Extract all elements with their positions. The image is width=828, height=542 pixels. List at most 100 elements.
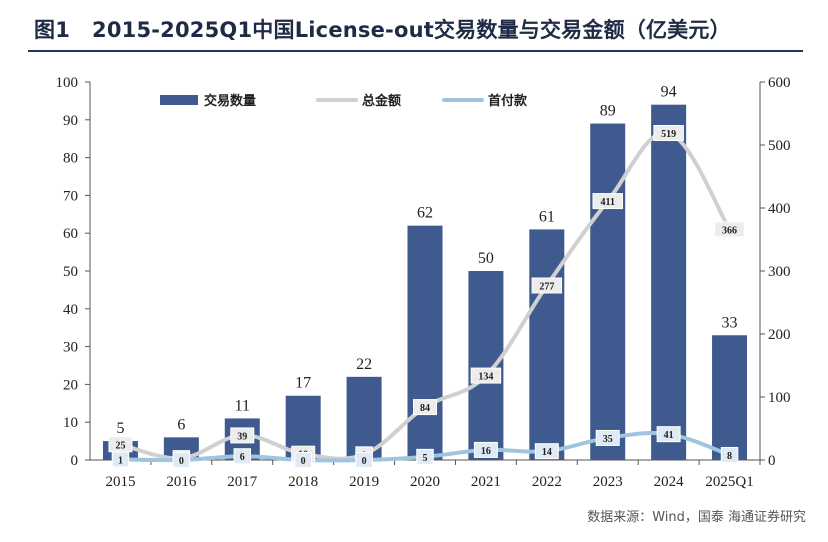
y-right-tick-label: 0 xyxy=(768,453,776,469)
y-right-tick-label: 400 xyxy=(768,201,791,217)
total-amount-value-label: 25 xyxy=(115,440,125,451)
upfront-payment-value-label: 5 xyxy=(423,453,428,464)
upfront-payment-value-label: 14 xyxy=(542,447,552,458)
total-amount-value-label: 84 xyxy=(420,403,430,414)
x-tick-label: 2019 xyxy=(349,474,379,490)
legend-item-trade-count: 交易数量 xyxy=(160,93,256,109)
upfront-payment-label-box xyxy=(595,429,620,446)
bar xyxy=(651,104,687,461)
y-right-tick-label: 500 xyxy=(768,138,791,154)
bar-value-label: 61 xyxy=(539,208,555,225)
bar-value-label: 6 xyxy=(177,416,185,433)
x-tick-label: 2022 xyxy=(532,474,562,490)
bar-value-label: 89 xyxy=(600,103,616,120)
legend-label: 交易数量 xyxy=(204,93,256,109)
legend-swatch xyxy=(160,95,198,105)
total-amount-value-label: 39 xyxy=(237,431,247,442)
legend-label: 总金额 xyxy=(362,93,401,109)
bar-value-label: 94 xyxy=(661,84,677,101)
y-right-tick-label: 100 xyxy=(768,390,791,406)
x-tick-label: 2024 xyxy=(654,474,685,490)
upfront-payment-value-label: 0 xyxy=(179,456,184,467)
y-left-tick-label: 100 xyxy=(56,75,79,91)
bar-value-label: 11 xyxy=(235,397,250,414)
total-amount-value-label: 134 xyxy=(478,372,493,383)
figure-number: 图1 xyxy=(34,18,71,42)
y-left-tick-label: 20 xyxy=(63,377,78,393)
x-tick-label: 2018 xyxy=(288,474,318,490)
x-tick-label: 2016 xyxy=(166,474,197,490)
y-left-tick-label: 60 xyxy=(63,226,78,242)
bar-value-label: 62 xyxy=(417,205,433,222)
bar xyxy=(590,123,626,460)
bar xyxy=(529,229,565,460)
title-divider xyxy=(28,50,803,52)
upfront-payment-label-box xyxy=(534,443,559,460)
x-tick-label: 2017 xyxy=(227,474,258,490)
bar-value-label: 5 xyxy=(116,420,124,437)
y-left-tick-label: 90 xyxy=(63,113,78,129)
y-left-tick-label: 40 xyxy=(63,302,78,318)
x-tick-label: 2015 xyxy=(105,474,135,490)
total-amount-label-box xyxy=(531,277,563,294)
x-tick-label: 2021 xyxy=(471,474,501,490)
bar-series: 5 6 11 17 22 62 50 61 89 94 33 xyxy=(102,84,748,461)
y-left-tick-label: 0 xyxy=(71,453,79,469)
total-amount-label-box xyxy=(230,427,255,444)
chart-axes: 0102030405060708090100010020030040050060… xyxy=(56,75,791,490)
chart-legend: 交易数量 总金额 首付款 xyxy=(160,93,528,109)
x-tick-label: 2023 xyxy=(593,474,623,490)
total-amount-label-box xyxy=(592,193,623,210)
upfront-payment-label-box xyxy=(294,452,312,468)
legend-item-upfront-payment: 首付款 xyxy=(442,93,528,109)
upfront-payment-value-label: 16 xyxy=(481,446,491,457)
upfront-payment-label-box xyxy=(720,446,739,463)
y-right-tick-label: 300 xyxy=(768,264,791,280)
bar xyxy=(712,335,748,460)
total-amount-label-box xyxy=(653,125,684,142)
bar xyxy=(468,271,504,460)
upfront-payment-label-box xyxy=(355,452,373,468)
total-amount-value-label: 411 xyxy=(601,197,615,208)
legend-item-total-amount: 总金额 xyxy=(316,93,401,109)
bar-value-label: 17 xyxy=(295,375,311,392)
upfront-payment-label-box xyxy=(656,426,681,443)
y-left-tick-label: 30 xyxy=(63,340,78,356)
upfront-payment-label-box xyxy=(233,448,252,465)
legend-label: 首付款 xyxy=(488,93,528,109)
upfront-payment-label-box xyxy=(416,448,434,465)
upfront-payment-value-label: 1 xyxy=(118,455,123,466)
chart-area: 0102030405060708090100010020030040050060… xyxy=(56,75,791,490)
upfront-payment-value-label: 41 xyxy=(664,430,674,441)
bar-value-label: 50 xyxy=(478,250,494,267)
x-tick-label: 2025Q1 xyxy=(705,474,753,490)
upfront-payment-label-box xyxy=(172,452,191,468)
upfront-payment-value-label: 35 xyxy=(603,434,613,445)
upfront-payment-value-label: 6 xyxy=(240,452,245,463)
total-amount-label-box xyxy=(714,221,745,238)
source-note: 数据来源：Wind，国泰 海通证券研究 xyxy=(587,510,806,525)
y-left-tick-label: 10 xyxy=(63,415,78,431)
total-amount-value-label: 519 xyxy=(661,129,676,140)
total-amount-label-box xyxy=(470,367,502,384)
upfront-payment-label-box xyxy=(473,441,498,458)
bar-value-label: 33 xyxy=(722,314,738,331)
bar-value-label: 22 xyxy=(356,356,372,373)
line-series: 2533910984134277411519366106005161435418 xyxy=(108,125,745,468)
y-left-tick-label: 80 xyxy=(63,151,78,167)
total-amount-value-label: 277 xyxy=(539,281,554,292)
y-left-tick-label: 70 xyxy=(63,188,78,204)
y-right-tick-label: 200 xyxy=(768,327,791,343)
x-tick-label: 2020 xyxy=(410,474,440,490)
figure-title-text: 2015-2025Q1中国License-out交易数量与交易金额（亿美元） xyxy=(92,18,731,42)
y-left-tick-label: 50 xyxy=(63,264,78,280)
upfront-payment-value-label: 0 xyxy=(301,456,306,467)
upfront-payment-value-label: 8 xyxy=(727,451,732,462)
upfront-payment-value-label: 0 xyxy=(362,456,367,467)
total-amount-label-box xyxy=(413,399,437,416)
y-right-tick-label: 600 xyxy=(768,75,791,91)
total-amount-value-label: 366 xyxy=(722,225,737,236)
upfront-payment-label-box xyxy=(111,451,130,468)
figure-title: 图1 2015-2025Q1中国License-out交易数量与交易金额（亿美元） xyxy=(34,14,731,44)
bar xyxy=(407,225,443,460)
